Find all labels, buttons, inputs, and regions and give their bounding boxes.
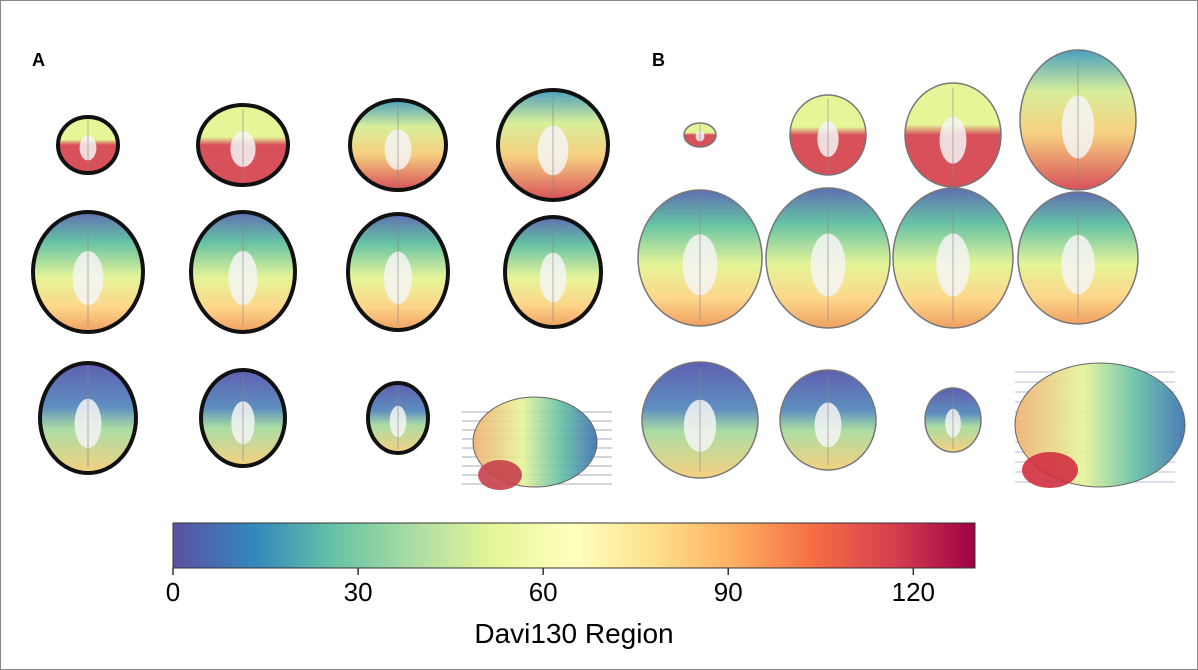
colorbar (173, 523, 975, 568)
tick-label: 60 (529, 577, 558, 607)
tick-label: 90 (714, 577, 743, 607)
tick-label: 30 (344, 577, 373, 607)
body: A B 0306090120 Davi130 Region (() => { c… (0, 0, 1198, 670)
cerebellum (1022, 452, 1078, 488)
tick-label: 0 (166, 577, 180, 607)
cerebellum (478, 460, 522, 490)
figure: A B 0 30 60 90 120 Davi130 Region (0, 0, 1198, 670)
panel-label: B (652, 50, 665, 70)
panel-label: A (32, 50, 45, 70)
tick-label: 120 (892, 577, 935, 607)
frame (1, 1, 1198, 670)
colorbar-label: Davi130 Region (474, 618, 673, 649)
page: {"panels": [{"label": "A"}, {"label": "B… (0, 0, 1198, 670)
